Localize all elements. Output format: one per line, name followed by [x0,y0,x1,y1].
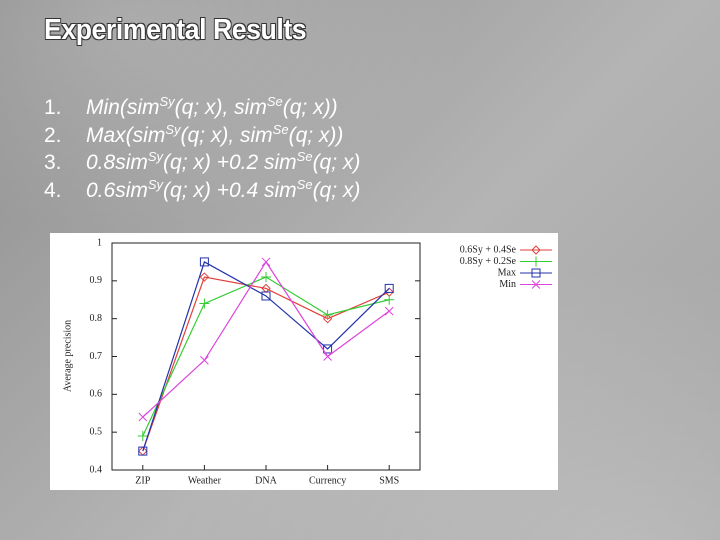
x-tick-label: Weather [188,475,222,486]
item-text: Min(sim [86,96,160,119]
item-text: 0.6sim [86,178,148,202]
x-tick-label: Currency [309,475,346,486]
item-text: (q; x) [312,178,361,202]
data-point [138,412,148,422]
item-text: Max(sim [86,123,166,147]
superscript: Sy [165,121,181,137]
superscript: Se [272,121,289,137]
legend-label: Min [499,279,516,290]
data-point [200,355,209,365]
slide-title: Experimental Results [44,14,307,46]
item-text: (q; x)) [282,96,338,119]
data-point [261,272,271,283]
item-number: 4. [44,178,62,202]
y-tick-label: 1 [97,237,102,248]
data-point [137,430,148,441]
item-text: (q; x) +0.2 sim [163,151,297,174]
x-tick-label: ZIP [135,475,150,486]
item-number: 2. [44,123,62,147]
legend-marker [531,256,541,267]
item-list: 1. Min(simSy(q; x), simSe(q; x)) 2. Max(sim… [44,94,360,204]
chart-background [50,233,558,490]
item-text: 0.8sim [86,151,148,174]
x-tick-label: SMS [379,475,399,486]
item-text: (q; x), sim [174,96,267,119]
superscript: Se [296,176,313,192]
legend-label: 0.6Sy + 0.4Se [460,244,517,255]
data-point [384,306,394,316]
superscript: Sy [159,94,175,109]
y-tick-label: 0.6 [90,389,103,400]
data-point [261,291,271,301]
data-point [323,344,333,354]
data-point [261,257,271,267]
y-axis-label: Average precision [62,320,73,392]
list-item: 4. 0.6simSy(q; x) +0.4 simSe(q; x) [44,177,360,205]
data-point [199,257,209,267]
data-point [384,283,394,293]
data-point [199,298,210,309]
y-tick-label: 0.4 [90,464,103,475]
x-tick-label: DNA [255,475,277,486]
y-tick-label: 0.7 [90,351,103,362]
superscript: Se [266,94,283,109]
legend-label: Max [498,267,516,278]
data-point [199,272,210,282]
superscript: Sy [147,176,164,192]
item-number: 3. [44,151,62,174]
y-tick-label: 0.9 [90,275,103,286]
item-number: 1. [44,96,62,119]
item-text: (q; x) [312,151,361,174]
y-tick-label: 0.8 [90,313,103,324]
data-point [322,309,333,320]
data-point [323,352,332,361]
item-text: (q; x), sim [180,123,273,147]
legend-marker [531,268,541,278]
superscript: Sy [147,149,164,164]
data-point [138,446,148,456]
item-text: (q; x) +0.4 sim [163,178,297,202]
series-line [142,261,390,452]
superscript: Se [296,149,313,164]
legend-label: 0.8Sy + 0.2Se [460,256,517,267]
list-item: 2. Max(simSy(q; x), simSe(q; x)) [44,122,360,150]
data-point [322,313,333,324]
legend-marker [531,245,541,255]
data-point [384,294,395,305]
y-tick-label: 0.5 [90,426,103,437]
list-item: 3. 0.8simSy(q; x) +0.2 simSe(q; x) [44,149,360,177]
item-text: (q; x)) [288,123,344,147]
legend-marker [531,280,541,289]
list-item: 1. Min(simSy(q; x), simSe(q; x)) [44,94,360,122]
